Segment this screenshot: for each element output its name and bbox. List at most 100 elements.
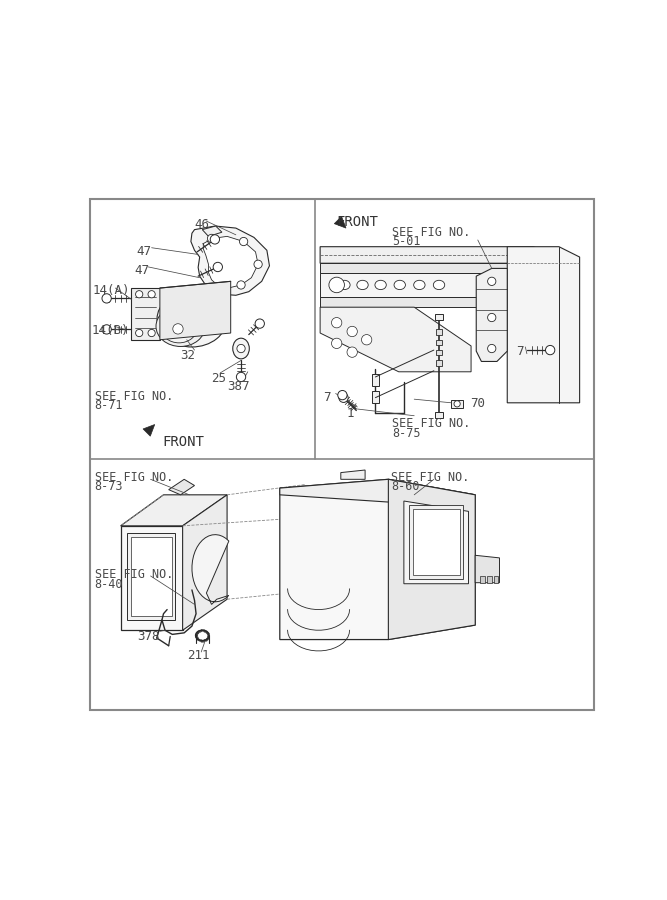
Polygon shape bbox=[160, 282, 231, 339]
Circle shape bbox=[210, 235, 219, 244]
Text: 14(A): 14(A) bbox=[93, 284, 130, 297]
Ellipse shape bbox=[357, 280, 368, 290]
Bar bbox=[413, 508, 460, 575]
Polygon shape bbox=[192, 535, 229, 605]
Ellipse shape bbox=[233, 338, 249, 359]
Bar bbox=[487, 576, 492, 582]
Text: 46: 46 bbox=[195, 218, 209, 230]
Text: 8-60: 8-60 bbox=[391, 481, 420, 493]
Text: 70: 70 bbox=[470, 397, 485, 410]
Ellipse shape bbox=[414, 280, 425, 290]
Bar bbox=[452, 400, 463, 408]
Text: SEE FIG NO.: SEE FIG NO. bbox=[391, 471, 470, 484]
Circle shape bbox=[488, 345, 496, 353]
Bar bbox=[127, 533, 175, 620]
Circle shape bbox=[135, 329, 143, 337]
Text: 8-40: 8-40 bbox=[95, 578, 123, 590]
Text: 378: 378 bbox=[137, 630, 160, 644]
Polygon shape bbox=[320, 263, 533, 273]
Bar bbox=[409, 505, 464, 579]
Circle shape bbox=[254, 260, 262, 268]
Polygon shape bbox=[203, 237, 258, 288]
Circle shape bbox=[135, 291, 143, 298]
Text: SEE FIG NO.: SEE FIG NO. bbox=[95, 471, 173, 484]
Text: 32: 32 bbox=[181, 348, 195, 362]
Circle shape bbox=[148, 291, 155, 298]
Circle shape bbox=[546, 346, 555, 355]
Circle shape bbox=[148, 329, 155, 337]
Circle shape bbox=[362, 335, 372, 345]
Circle shape bbox=[338, 391, 347, 400]
Ellipse shape bbox=[156, 306, 205, 346]
Polygon shape bbox=[169, 480, 195, 495]
Polygon shape bbox=[143, 425, 155, 436]
Ellipse shape bbox=[434, 280, 445, 290]
Polygon shape bbox=[121, 495, 227, 526]
Polygon shape bbox=[334, 216, 346, 228]
Text: 25: 25 bbox=[211, 372, 227, 385]
Circle shape bbox=[331, 338, 342, 348]
Bar bbox=[372, 392, 379, 403]
Circle shape bbox=[102, 293, 111, 303]
Text: 7: 7 bbox=[323, 392, 331, 404]
Bar bbox=[436, 360, 442, 365]
Circle shape bbox=[347, 327, 358, 337]
Text: 387: 387 bbox=[227, 380, 249, 392]
Text: 8-71: 8-71 bbox=[95, 400, 123, 412]
Text: 7: 7 bbox=[516, 345, 524, 358]
Polygon shape bbox=[280, 480, 475, 502]
Polygon shape bbox=[320, 247, 559, 263]
Text: 5-01: 5-01 bbox=[392, 235, 421, 248]
Circle shape bbox=[173, 324, 183, 334]
Text: 8-73: 8-73 bbox=[95, 481, 123, 493]
Polygon shape bbox=[404, 501, 468, 584]
Ellipse shape bbox=[161, 313, 197, 343]
Circle shape bbox=[236, 373, 245, 382]
Circle shape bbox=[331, 318, 342, 328]
Polygon shape bbox=[476, 268, 508, 362]
Polygon shape bbox=[320, 273, 533, 297]
Circle shape bbox=[237, 281, 245, 289]
Text: SEE FIG NO.: SEE FIG NO. bbox=[392, 418, 471, 430]
Text: 211: 211 bbox=[187, 650, 209, 662]
Text: 8-75: 8-75 bbox=[392, 427, 421, 439]
Circle shape bbox=[207, 234, 215, 243]
Polygon shape bbox=[202, 226, 222, 237]
Bar bbox=[372, 374, 379, 386]
Ellipse shape bbox=[394, 280, 406, 290]
Polygon shape bbox=[508, 247, 580, 403]
Ellipse shape bbox=[157, 292, 227, 347]
Bar bbox=[494, 576, 498, 582]
Circle shape bbox=[488, 277, 496, 285]
Polygon shape bbox=[475, 555, 500, 582]
Text: 14(B): 14(B) bbox=[91, 324, 129, 338]
Polygon shape bbox=[191, 226, 269, 295]
Text: SEE FIG NO.: SEE FIG NO. bbox=[392, 226, 471, 239]
Bar bbox=[435, 314, 443, 320]
Text: 47: 47 bbox=[134, 265, 149, 277]
Ellipse shape bbox=[168, 321, 188, 337]
Circle shape bbox=[102, 325, 111, 334]
Ellipse shape bbox=[375, 280, 386, 290]
Ellipse shape bbox=[329, 277, 344, 292]
Circle shape bbox=[239, 238, 247, 246]
Circle shape bbox=[255, 319, 264, 328]
Polygon shape bbox=[388, 480, 475, 640]
Circle shape bbox=[213, 262, 223, 272]
Circle shape bbox=[339, 393, 348, 402]
Polygon shape bbox=[121, 526, 183, 630]
Circle shape bbox=[454, 400, 460, 407]
Text: FRONT: FRONT bbox=[162, 435, 204, 449]
Text: SEE FIG NO.: SEE FIG NO. bbox=[95, 390, 173, 403]
Bar bbox=[436, 339, 442, 345]
Bar bbox=[131, 537, 172, 616]
Polygon shape bbox=[183, 495, 227, 630]
Circle shape bbox=[237, 345, 245, 353]
Bar bbox=[480, 576, 485, 582]
Polygon shape bbox=[131, 288, 160, 339]
Polygon shape bbox=[320, 297, 533, 307]
Circle shape bbox=[347, 347, 358, 357]
Text: FRONT: FRONT bbox=[337, 214, 379, 229]
Text: 47: 47 bbox=[137, 245, 151, 258]
Bar bbox=[436, 350, 442, 356]
